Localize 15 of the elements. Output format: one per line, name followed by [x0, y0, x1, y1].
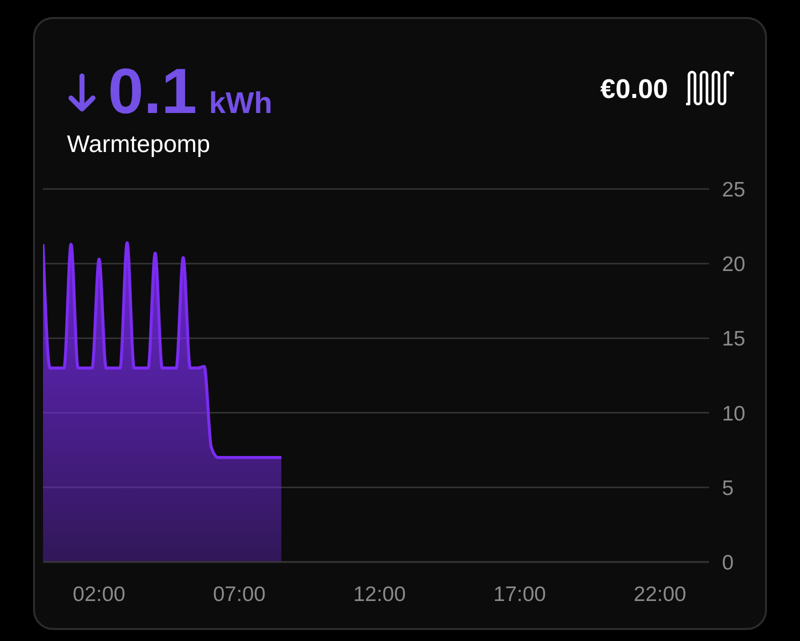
y-tick-label: 0 [722, 551, 734, 574]
x-tick-label: 17:00 [493, 582, 546, 606]
text: kWh [209, 87, 272, 120]
y-tick-label: 5 [722, 476, 734, 500]
text: €0.00 [600, 74, 668, 104]
text: 0.1 [108, 55, 197, 127]
x-tick-label: 02:00 [72, 582, 126, 606]
y-tick-label: 10 [722, 402, 746, 426]
x-tick-label: 22:00 [634, 582, 686, 606]
y-tick-label: 25 [722, 178, 746, 202]
y-tick-label: 20 [722, 253, 746, 276]
x-tick-label: 07:00 [213, 582, 266, 606]
x-tick-label: 12:00 [353, 582, 406, 606]
chart-title: Warmtepomp [67, 131, 210, 158]
y-tick-label: 15 [722, 328, 746, 351]
